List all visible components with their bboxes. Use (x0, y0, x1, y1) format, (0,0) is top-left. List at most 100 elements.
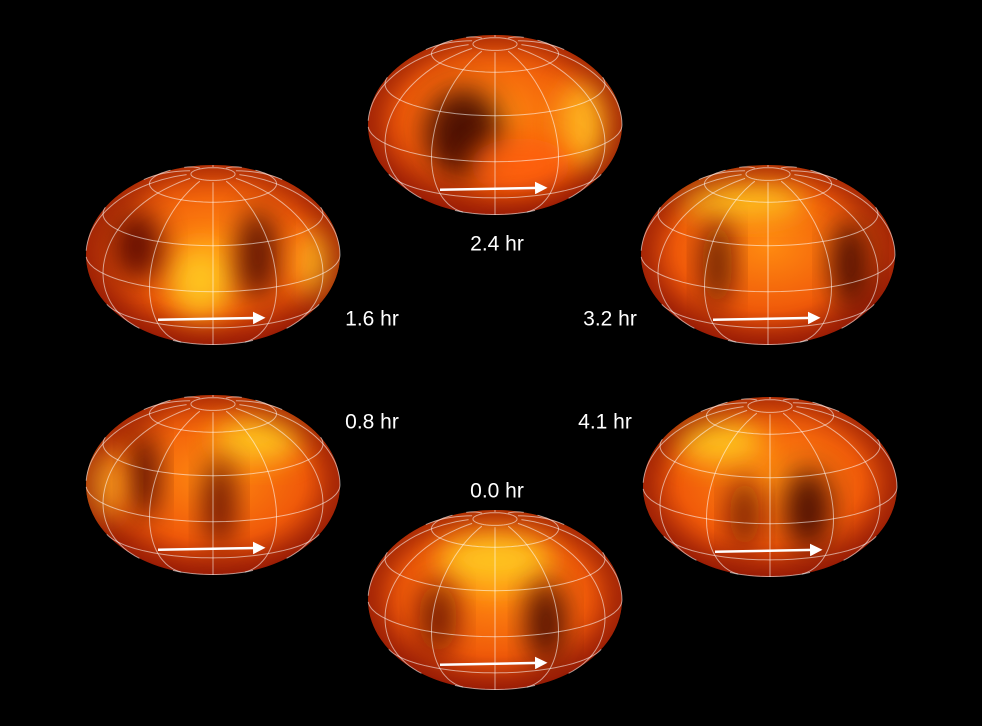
grid-line (780, 180, 833, 343)
grid-line (430, 39, 560, 73)
grid-line (521, 519, 623, 601)
grid-line (148, 180, 201, 343)
rotation-arrow (439, 656, 548, 670)
grid-line (642, 406, 744, 483)
grid-line (235, 177, 324, 329)
time-label: 2.4 hr (470, 233, 524, 256)
grid-line (384, 77, 606, 117)
grid-line (190, 167, 236, 181)
grid-line (698, 170, 746, 181)
grid-line (102, 207, 324, 247)
time-label: 1.6 hr (345, 308, 399, 331)
surface-spot (729, 478, 760, 550)
grid-line (792, 409, 881, 561)
grid-line (700, 402, 748, 413)
grid-line (782, 412, 835, 575)
grid-line (430, 514, 560, 548)
surface-features (643, 397, 897, 577)
grid-line (85, 254, 341, 293)
grid-line (790, 177, 879, 329)
grid-line (226, 166, 242, 169)
grid-line (190, 397, 236, 411)
grid-line (143, 170, 191, 181)
grid-line (659, 409, 748, 561)
grid-line (367, 124, 623, 163)
grid-line (640, 174, 742, 251)
grid-line (85, 404, 187, 481)
surface-features (86, 395, 340, 575)
grid-line (466, 511, 482, 514)
rotation-arrow (439, 181, 548, 195)
grid-line (521, 44, 623, 126)
surface-spot (238, 210, 277, 300)
grid-line (106, 303, 320, 329)
grid-line (225, 410, 278, 573)
rotation-arrow (157, 311, 266, 325)
grid-line (790, 170, 838, 181)
grid-line (384, 522, 473, 674)
grid-line (792, 402, 840, 413)
grid-line (85, 174, 187, 251)
grid-line (517, 515, 565, 526)
grid-line (388, 173, 602, 199)
grid-line (705, 401, 835, 435)
time-label: 3.2 hr (583, 308, 637, 331)
grid-line (102, 177, 191, 329)
grid-line (85, 484, 341, 523)
grid-line (367, 599, 623, 638)
grid-line (642, 486, 898, 525)
surface-features (86, 165, 340, 345)
rotation-arrow (714, 543, 823, 557)
globe (367, 35, 623, 215)
grid-line (739, 166, 755, 169)
surface-spot (701, 219, 733, 309)
grid-line (663, 535, 877, 561)
grid-line (703, 169, 833, 203)
grid-line (507, 525, 560, 688)
grid-line (184, 396, 200, 399)
grid-line (367, 44, 469, 121)
surface-spot (213, 417, 302, 463)
time-label: 0.0 hr (470, 480, 524, 503)
grid-line (517, 47, 606, 199)
grid-line (430, 50, 483, 213)
grid-line (226, 396, 242, 399)
grid-line (508, 511, 524, 514)
grid-line (783, 398, 799, 401)
grid-line (794, 174, 896, 256)
grid-line (102, 437, 324, 477)
grid-line (235, 400, 283, 411)
grid-line (106, 533, 320, 559)
surface-spot (831, 219, 870, 309)
grid-line (517, 40, 565, 51)
grid-line (184, 166, 200, 169)
grid-line (367, 519, 469, 596)
globe (85, 165, 341, 345)
grid-line (466, 36, 482, 39)
grid-line (517, 522, 606, 674)
grid-line (235, 407, 324, 559)
grid-line (388, 648, 602, 674)
globe (367, 510, 623, 690)
grid-line (239, 174, 341, 256)
grid-line (659, 439, 881, 479)
grid-line (102, 407, 191, 559)
surface-spot (168, 246, 233, 318)
grid-line (148, 169, 278, 203)
time-label: 4.1 hr (578, 411, 632, 434)
grid-line (705, 412, 758, 575)
grid-line (640, 254, 896, 293)
grid-line (472, 37, 518, 51)
grid-line (430, 525, 483, 688)
grid-line (741, 398, 757, 401)
rotation-arrow (157, 541, 266, 555)
grid-line (148, 410, 201, 573)
grid-line (796, 406, 898, 488)
grid-line (508, 36, 524, 39)
grid-line (657, 207, 879, 247)
rotation-arrow (712, 311, 821, 325)
surface-spot (674, 419, 764, 465)
grid-line (384, 552, 606, 592)
